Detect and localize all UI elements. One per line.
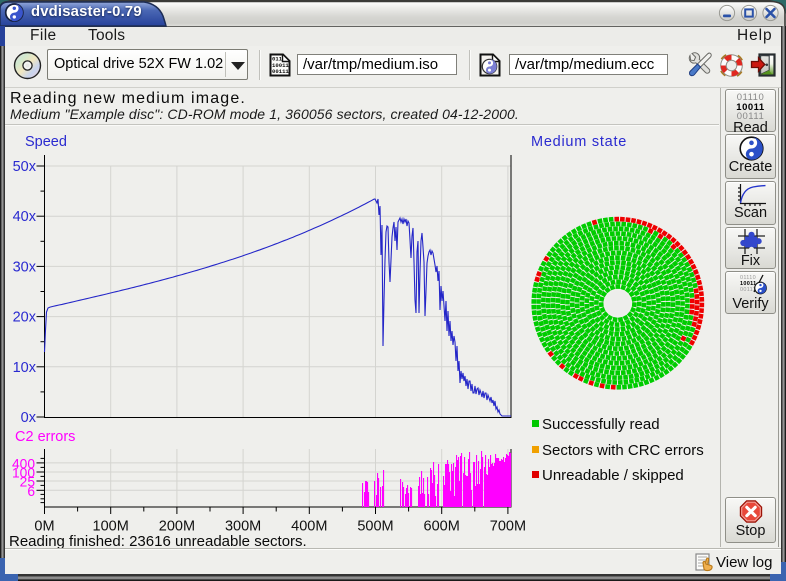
svg-text:100M: 100M — [93, 519, 129, 535]
svg-text:10011: 10011 — [272, 62, 289, 69]
svg-text:400M: 400M — [291, 519, 327, 535]
svg-text:011: 011 — [272, 56, 283, 63]
svg-text:20x: 20x — [13, 310, 37, 326]
svg-text:10011: 10011 — [740, 281, 757, 287]
svg-text:0x: 0x — [21, 410, 37, 426]
svg-text:300M: 300M — [225, 519, 261, 535]
svg-text:00111: 00111 — [272, 68, 289, 75]
svg-text:25: 25 — [20, 475, 36, 490]
svg-text:100: 100 — [12, 466, 35, 481]
svg-text:700M: 700M — [490, 519, 526, 535]
svg-text:600M: 600M — [424, 519, 460, 535]
svg-text:50x: 50x — [13, 159, 37, 175]
svg-text:00111: 00111 — [740, 287, 756, 293]
svg-text:10x: 10x — [13, 360, 37, 376]
svg-text:01110: 01110 — [740, 275, 756, 281]
svg-text:30x: 30x — [13, 259, 37, 275]
svg-text:6: 6 — [27, 484, 35, 499]
svg-text:200M: 200M — [159, 519, 195, 535]
svg-text:0M: 0M — [34, 519, 54, 535]
svg-text:400: 400 — [12, 456, 35, 471]
svg-text:40x: 40x — [13, 209, 37, 225]
svg-text:500M: 500M — [357, 519, 393, 535]
